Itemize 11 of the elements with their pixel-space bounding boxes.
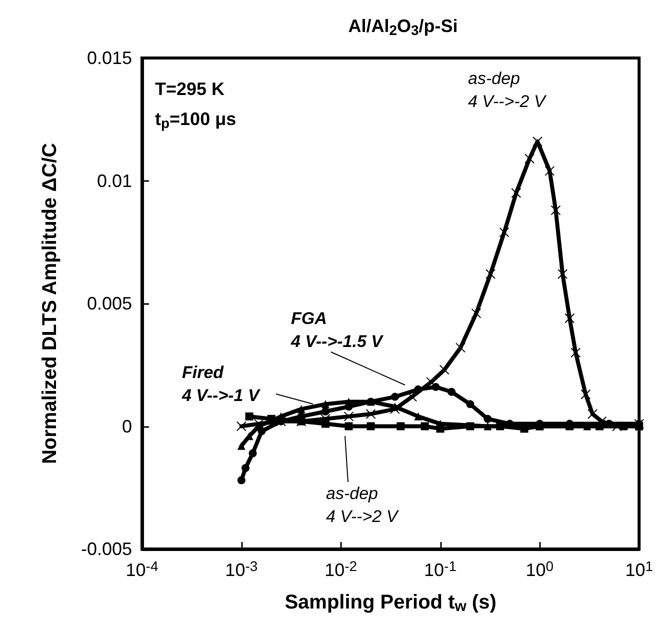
y-axis-title: Normalized DLTS Amplitude ΔC/C [39, 142, 61, 464]
series-label: Fired 4 V-->-1 V [181, 363, 261, 405]
y-tick-label: 0.005 [86, 294, 132, 314]
y-tick-label: 0.015 [86, 48, 132, 68]
text: as-dep 4 V-->2 V [326, 484, 400, 526]
y-tick-label: 0.01 [96, 170, 132, 191]
y-tick-label: 0 [122, 416, 132, 436]
annotation: T=295 K [155, 79, 225, 99]
series-label: as-dep 4 V-->-2 V [468, 69, 547, 111]
y-tick-label: -0.005 [80, 539, 132, 559]
text: FGA 4 V-->-1.5 V [290, 309, 384, 351]
